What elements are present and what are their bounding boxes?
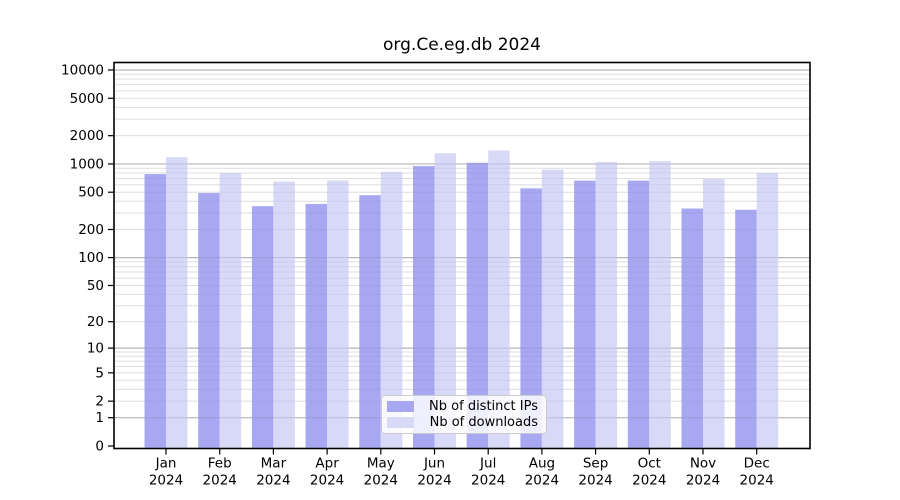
legend-label-downloads: Nb of downloads <box>429 414 538 430</box>
bar-downloads-apr <box>327 180 349 448</box>
y-tick-label: 2 <box>95 394 104 410</box>
bar-distinct-ips-jun <box>413 166 435 448</box>
x-tick-label-month: Aug <box>529 456 555 472</box>
bar-downloads-may <box>380 171 403 448</box>
bar-distinct-ips-aug <box>520 188 542 448</box>
bar-downloads-jan <box>166 157 188 448</box>
x-tick-label-year: 2024 <box>686 473 720 489</box>
x-tick-label-month: May <box>367 456 395 472</box>
x-tick-label-year: 2024 <box>149 473 183 489</box>
y-tick-label: 2000 <box>70 128 104 144</box>
bar-downloads-nov <box>703 179 725 448</box>
y-tick-label: 0 <box>95 439 104 455</box>
y-tick-label: 10 <box>87 341 104 357</box>
x-tick-label-month: Jan <box>155 456 177 472</box>
bar-distinct-ips-oct <box>627 180 650 448</box>
x-tick-label-year: 2024 <box>632 473 666 489</box>
x-tick-label-month: Jun <box>423 456 445 472</box>
bar-downloads-dec <box>756 173 779 448</box>
x-tick-label-year: 2024 <box>203 473 237 489</box>
x-tick-label-month: Oct <box>638 456 661 472</box>
y-tick-label: 10000 <box>61 62 104 78</box>
x-tick-label-year: 2024 <box>578 473 612 489</box>
x-tick-label-month: Apr <box>315 456 339 472</box>
bar-downloads-sep <box>595 161 618 448</box>
bar-downloads-jun <box>434 153 456 448</box>
y-tick-label: 500 <box>78 185 104 201</box>
plot-border <box>113 61 811 450</box>
bar-distinct-ips-nov <box>681 208 703 448</box>
x-tick-label-month: Feb <box>208 456 232 472</box>
bar-distinct-ips-feb <box>198 193 220 448</box>
legend: Nb of distinct IPs Nb of downloads <box>381 395 547 434</box>
bar-downloads-jul <box>488 150 510 448</box>
y-tick-label: 100 <box>78 250 104 266</box>
x-tick-label-year: 2024 <box>256 473 290 489</box>
distinct-ips-swatch <box>387 401 414 413</box>
bar-downloads-feb <box>219 173 242 448</box>
bar-distinct-ips-jul <box>466 162 489 448</box>
x-tick-label-month: Sep <box>583 456 608 472</box>
bar-distinct-ips-dec <box>735 209 757 448</box>
bar-downloads-aug <box>541 169 564 448</box>
y-tick-label: 5 <box>95 365 104 381</box>
x-tick-label-year: 2024 <box>525 473 559 489</box>
bar-distinct-ips-sep <box>574 180 596 448</box>
y-tick-label: 200 <box>78 222 104 238</box>
x-tick-label-year: 2024 <box>740 473 774 489</box>
bar-distinct-ips-mar <box>251 206 274 448</box>
y-tick-label: 1 <box>95 410 104 426</box>
x-tick-label-month: Jul <box>479 456 496 472</box>
bar-distinct-ips-apr <box>305 203 328 448</box>
legend-label-distinct-ips: Nb of distinct IPs <box>429 399 538 415</box>
bar-downloads-oct <box>649 161 671 448</box>
bar-distinct-ips-jan <box>144 174 166 448</box>
legend-entry-distinct-ips: Nb of distinct IPs <box>387 399 538 414</box>
x-tick-label-year: 2024 <box>417 473 451 489</box>
x-tick-label-month: Nov <box>690 456 716 472</box>
x-tick-label-year: 2024 <box>471 473 505 489</box>
downloads-swatch <box>387 416 414 428</box>
x-tick-label-year: 2024 <box>364 473 398 489</box>
x-tick-label-year: 2024 <box>310 473 344 489</box>
bar-downloads-mar <box>273 181 295 448</box>
y-tick-label: 50 <box>87 278 104 294</box>
legend-entry-downloads: Nb of downloads <box>387 415 538 430</box>
chart-title: org.Ce.eg.db 2024 <box>383 35 541 55</box>
x-tick-label-month: Mar <box>261 456 287 472</box>
x-tick-label-month: Dec <box>744 456 770 472</box>
y-tick-label: 1000 <box>70 156 104 172</box>
y-tick-label: 20 <box>87 314 104 330</box>
y-tick-label: 5000 <box>70 91 104 107</box>
bar-distinct-ips-may <box>359 195 381 448</box>
